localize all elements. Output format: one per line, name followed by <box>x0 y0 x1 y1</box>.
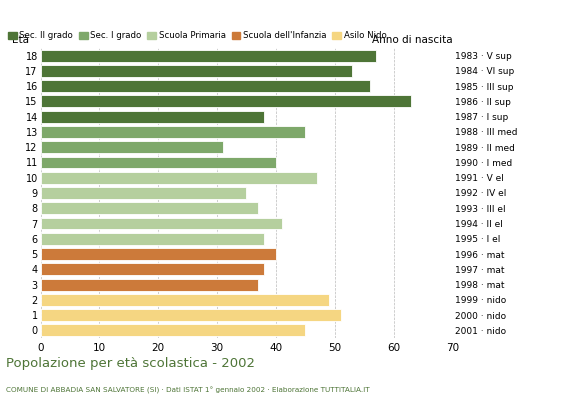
Text: COMUNE DI ABBADIA SAN SALVATORE (SI) · Dati ISTAT 1° gennaio 2002 · Elaborazione: COMUNE DI ABBADIA SAN SALVATORE (SI) · D… <box>6 387 369 394</box>
Text: Età: Età <box>12 35 29 45</box>
Bar <box>41 50 376 62</box>
Bar <box>41 156 276 168</box>
Bar <box>41 187 246 199</box>
Bar <box>41 218 282 230</box>
Legend: Sec. II grado, Sec. I grado, Scuola Primaria, Scuola dell'Infanzia, Asilo Nido: Sec. II grado, Sec. I grado, Scuola Prim… <box>5 28 390 44</box>
Bar <box>41 80 370 92</box>
Bar <box>41 279 258 290</box>
Bar <box>41 324 305 336</box>
Bar <box>41 126 305 138</box>
Bar <box>41 141 223 153</box>
Bar <box>41 294 329 306</box>
Bar <box>41 233 264 245</box>
Bar <box>41 309 340 321</box>
Text: Anno di nascita: Anno di nascita <box>372 35 452 45</box>
Bar <box>41 172 317 184</box>
Bar <box>41 263 264 275</box>
Bar <box>41 202 258 214</box>
Bar <box>41 96 411 107</box>
Bar <box>41 111 264 123</box>
Text: Popolazione per età scolastica - 2002: Popolazione per età scolastica - 2002 <box>6 357 255 370</box>
Bar <box>41 65 353 77</box>
Bar <box>41 248 276 260</box>
